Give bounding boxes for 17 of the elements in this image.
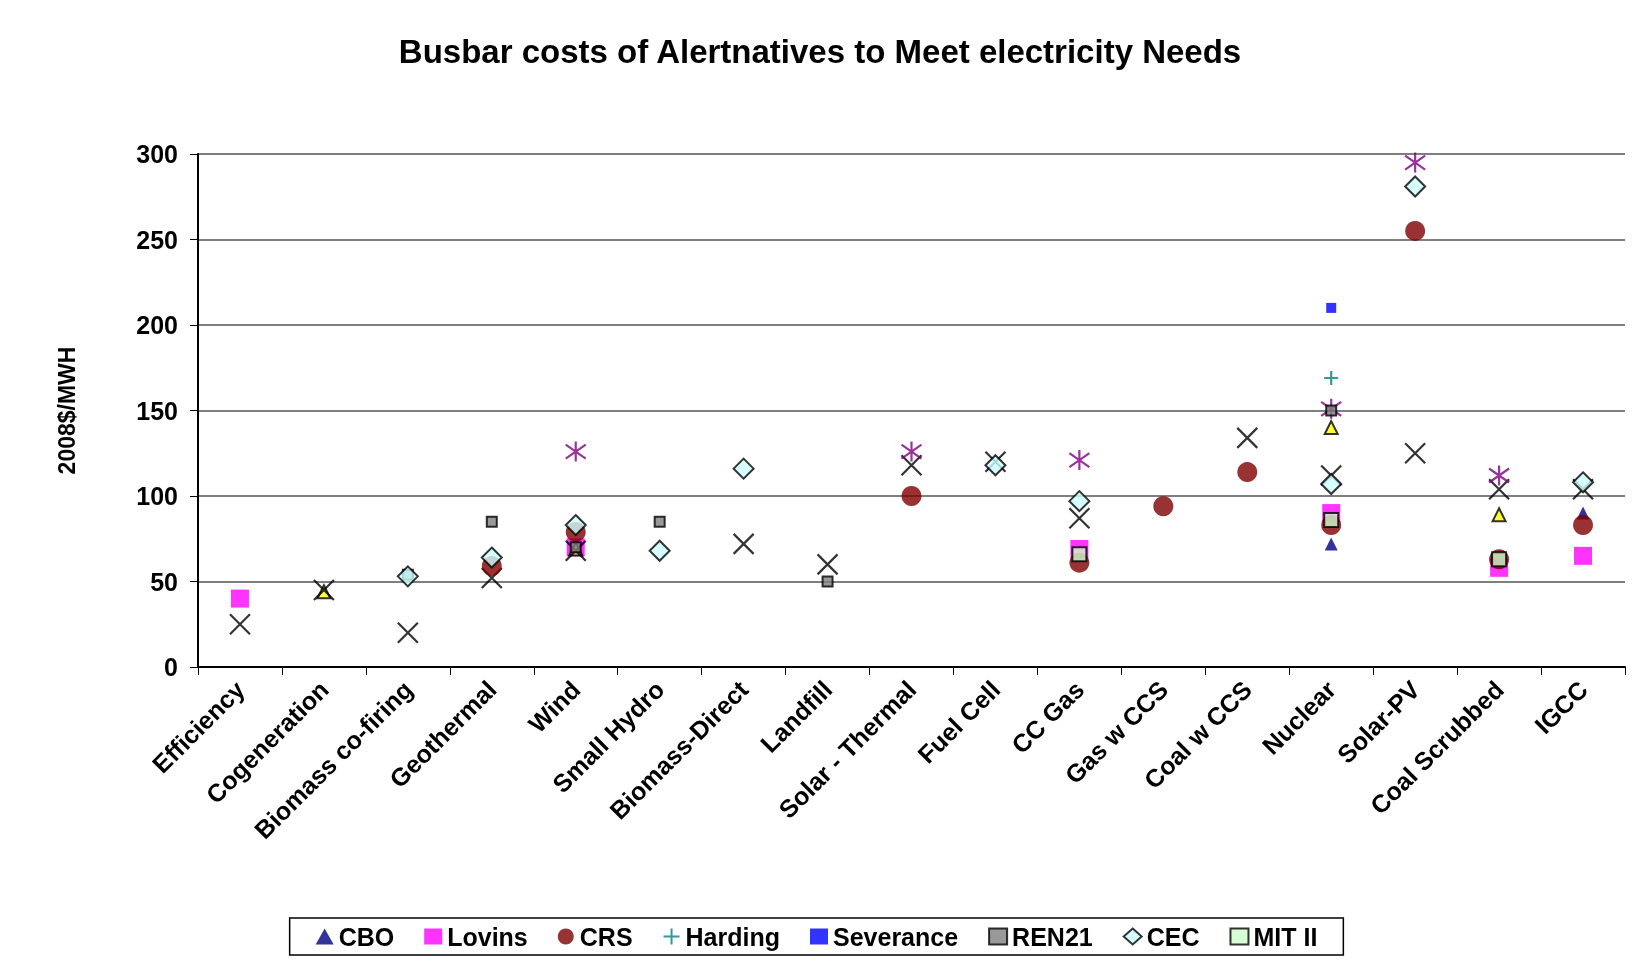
y-tick-label: 0 [164, 653, 178, 681]
legend-label: CBO [338, 922, 395, 951]
chart-title: Busbar costs of Alertnatives to Meet electricity Needs [398, 33, 1242, 70]
legend-label: CEC [1146, 922, 1200, 951]
legend-label: REN21 [1012, 922, 1093, 951]
y-tick-label: 150 [136, 396, 178, 425]
y-tick-label: 50 [150, 567, 178, 596]
y-tick-label: 100 [136, 482, 178, 510]
y-axis-title: 2008$/MWH [53, 346, 80, 475]
legend-label: CRS [579, 922, 633, 951]
y-tick-label: 200 [136, 311, 178, 339]
legend-label: Severance [833, 922, 959, 951]
legend-label: Lovins [447, 922, 528, 951]
legend-label: Harding [685, 922, 781, 951]
legend-label: MIT II [1253, 922, 1318, 951]
y-tick-label: 300 [136, 140, 178, 168]
y-tick-label: 250 [136, 225, 178, 254]
